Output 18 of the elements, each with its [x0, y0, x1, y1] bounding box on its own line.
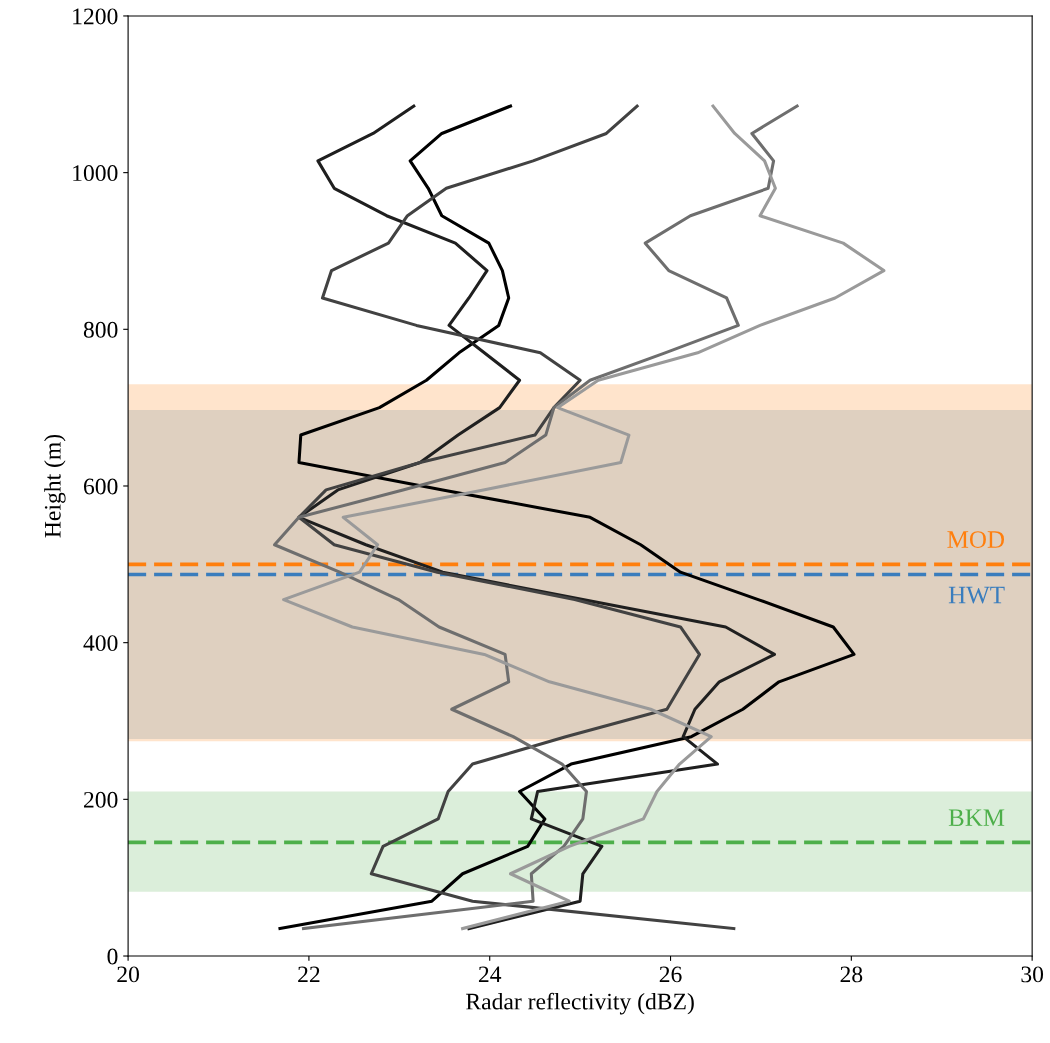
y-tick-label: 1000: [73, 165, 118, 182]
y-axis-title: Height (m): [44, 434, 66, 538]
x-tick-label: 30: [1021, 966, 1044, 983]
ref-line-label: HWT: [948, 586, 1005, 604]
x-tick-label: 26: [659, 966, 682, 983]
y-tick-label: 200: [84, 791, 118, 808]
y-tick-label: 1200: [73, 8, 118, 25]
x-tick-label: 20: [117, 966, 140, 983]
ref-line-label: BKM: [948, 809, 1005, 826]
y-tick-label: 0: [107, 948, 118, 965]
x-tick-label: 22: [298, 966, 320, 983]
ref-line-label: MOD: [947, 531, 1005, 548]
x-tick-label: 28: [840, 966, 863, 983]
y-tick-label: 800: [83, 321, 118, 338]
x-axis-title: Radar reflectivity (dBZ): [466, 992, 694, 1015]
x-tick-label: 24: [478, 966, 502, 983]
y-tick-label: 400: [83, 635, 118, 652]
y-tick-label: 600: [83, 478, 118, 495]
